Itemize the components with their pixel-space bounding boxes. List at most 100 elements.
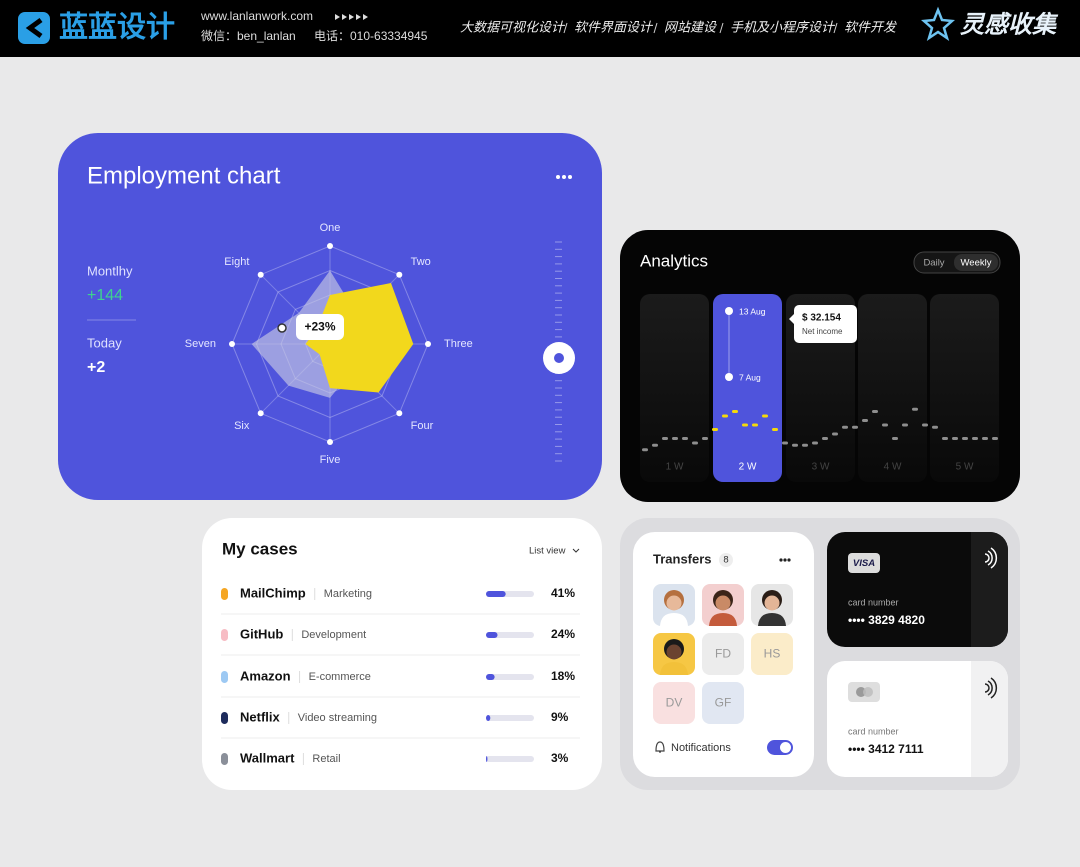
- card-label: card number: [848, 726, 899, 736]
- line-point: [772, 428, 778, 431]
- column[interactable]: [930, 294, 999, 482]
- column-active[interactable]: [713, 294, 782, 482]
- case-row[interactable]: Wallmart Retail 3%: [221, 750, 569, 765]
- menu-button[interactable]: [556, 175, 572, 179]
- avatar-body: [660, 613, 688, 626]
- bar-track: [486, 632, 534, 638]
- line-point: [842, 425, 848, 429]
- line-point: [742, 423, 748, 427]
- tooltip-value: $ 32.154: [802, 313, 841, 324]
- case-value: 9%: [551, 710, 569, 724]
- avatar-initials[interactable]: HS: [751, 633, 793, 675]
- toggle-option[interactable]: Weekly: [961, 258, 992, 269]
- line-point: [662, 437, 668, 440]
- notifications-label: Notifications: [671, 742, 731, 754]
- line-point: [952, 437, 958, 440]
- line-point: [822, 437, 828, 440]
- slider[interactable]: [543, 241, 575, 462]
- line-point: [902, 423, 908, 427]
- bar-track: [486, 674, 534, 680]
- chevron: [572, 548, 580, 553]
- case-name: Netflix: [240, 709, 281, 724]
- brand-logo: [856, 687, 866, 697]
- column[interactable]: [858, 294, 927, 482]
- header-bar: [0, 0, 1080, 57]
- switch-knob: [780, 742, 791, 753]
- week-label: 1 W: [666, 462, 684, 473]
- week-label: 4 W: [884, 462, 902, 473]
- axis-dot: [425, 341, 431, 347]
- axis-dot: [327, 439, 333, 445]
- case-category: Development: [301, 629, 366, 641]
- line-point: [752, 423, 758, 427]
- axis-label: Four: [411, 420, 434, 432]
- avatar-photo[interactable]: [702, 584, 744, 626]
- badge-icon: [921, 6, 955, 41]
- avatar-photo[interactable]: [653, 633, 695, 675]
- range-marker: [725, 307, 733, 315]
- initials: GF: [715, 696, 732, 710]
- phone: 电话：010-63334945: [314, 29, 428, 43]
- date-label: 7 Aug: [739, 372, 761, 382]
- axis-label: Six: [234, 420, 250, 432]
- view-select[interactable]: List view: [529, 546, 566, 557]
- annotation-point: [277, 323, 287, 333]
- line-point: [922, 423, 928, 427]
- nav-item[interactable]: 手机及小程序设计: [730, 19, 836, 34]
- arrows: [335, 14, 368, 20]
- initials: FD: [715, 647, 731, 661]
- logo-mark: [25, 17, 43, 39]
- analytics-chart: 1 W 2 W 3 W 4 W 5 W: [640, 294, 999, 482]
- line-point: [652, 443, 658, 447]
- nav-item[interactable]: 软件开发: [844, 19, 898, 34]
- line-point: [712, 428, 718, 431]
- nav-separator: [653, 22, 658, 34]
- avatar-face: [764, 595, 780, 611]
- menu-button[interactable]: [779, 558, 791, 562]
- radar-chart: One Two Three Four Five Six Seven Eight +23%: [185, 222, 473, 466]
- line-point: [782, 441, 788, 445]
- case-name: Wallmart: [240, 750, 295, 765]
- line-point: [942, 437, 948, 440]
- axis-label: One: [320, 222, 341, 234]
- card-number: •••• 3829 4820: [848, 613, 925, 627]
- card-title: Transfers: [653, 551, 712, 566]
- case-row[interactable]: GitHub Development 24%: [221, 626, 575, 641]
- tooltip: [794, 305, 857, 343]
- line-point: [862, 419, 868, 422]
- axis-dot: [396, 410, 403, 417]
- line-point: [762, 414, 768, 418]
- avatar-photo[interactable]: [653, 584, 695, 626]
- case-row[interactable]: Amazon E-commerce 18%: [221, 668, 575, 683]
- line-point: [692, 441, 698, 445]
- case-category: E-commerce: [309, 671, 371, 683]
- avatar-photo[interactable]: [751, 584, 793, 626]
- annotation-box: [296, 314, 344, 340]
- card-title: My cases: [222, 539, 298, 558]
- avatar-initials[interactable]: FD: [702, 633, 744, 675]
- column[interactable]: [640, 294, 709, 482]
- nav-item[interactable]: 大数据可视化设计: [460, 19, 566, 34]
- bar: [486, 591, 506, 597]
- contactless-icon: [984, 547, 998, 569]
- avatar-initials[interactable]: GF: [702, 682, 744, 724]
- avatar-initials[interactable]: DV: [653, 682, 695, 724]
- toggle-option[interactable]: Daily: [923, 258, 944, 269]
- card-number: •••• 3412 7111: [848, 742, 924, 756]
- axis-dot: [229, 341, 235, 347]
- nav-item[interactable]: 网站建设: [664, 19, 718, 34]
- nav-item[interactable]: 软件界面设计: [574, 19, 654, 34]
- brand-badge: [848, 553, 880, 573]
- nav-separator: [563, 22, 568, 34]
- case-value: 3%: [551, 751, 569, 765]
- case-row[interactable]: MailChimp Marketing 41%: [221, 585, 575, 600]
- stat-value: +2: [87, 359, 105, 376]
- stat-label: Montlhy: [87, 263, 133, 278]
- cases-list: MailChimp Marketing 41% GitHub Development 24…: [221, 585, 580, 765]
- line-point: [682, 437, 688, 440]
- axis-label: Eight: [224, 256, 249, 268]
- case-name: MailChimp: [240, 585, 306, 600]
- case-row[interactable]: Netflix Video streaming 9%: [221, 709, 569, 724]
